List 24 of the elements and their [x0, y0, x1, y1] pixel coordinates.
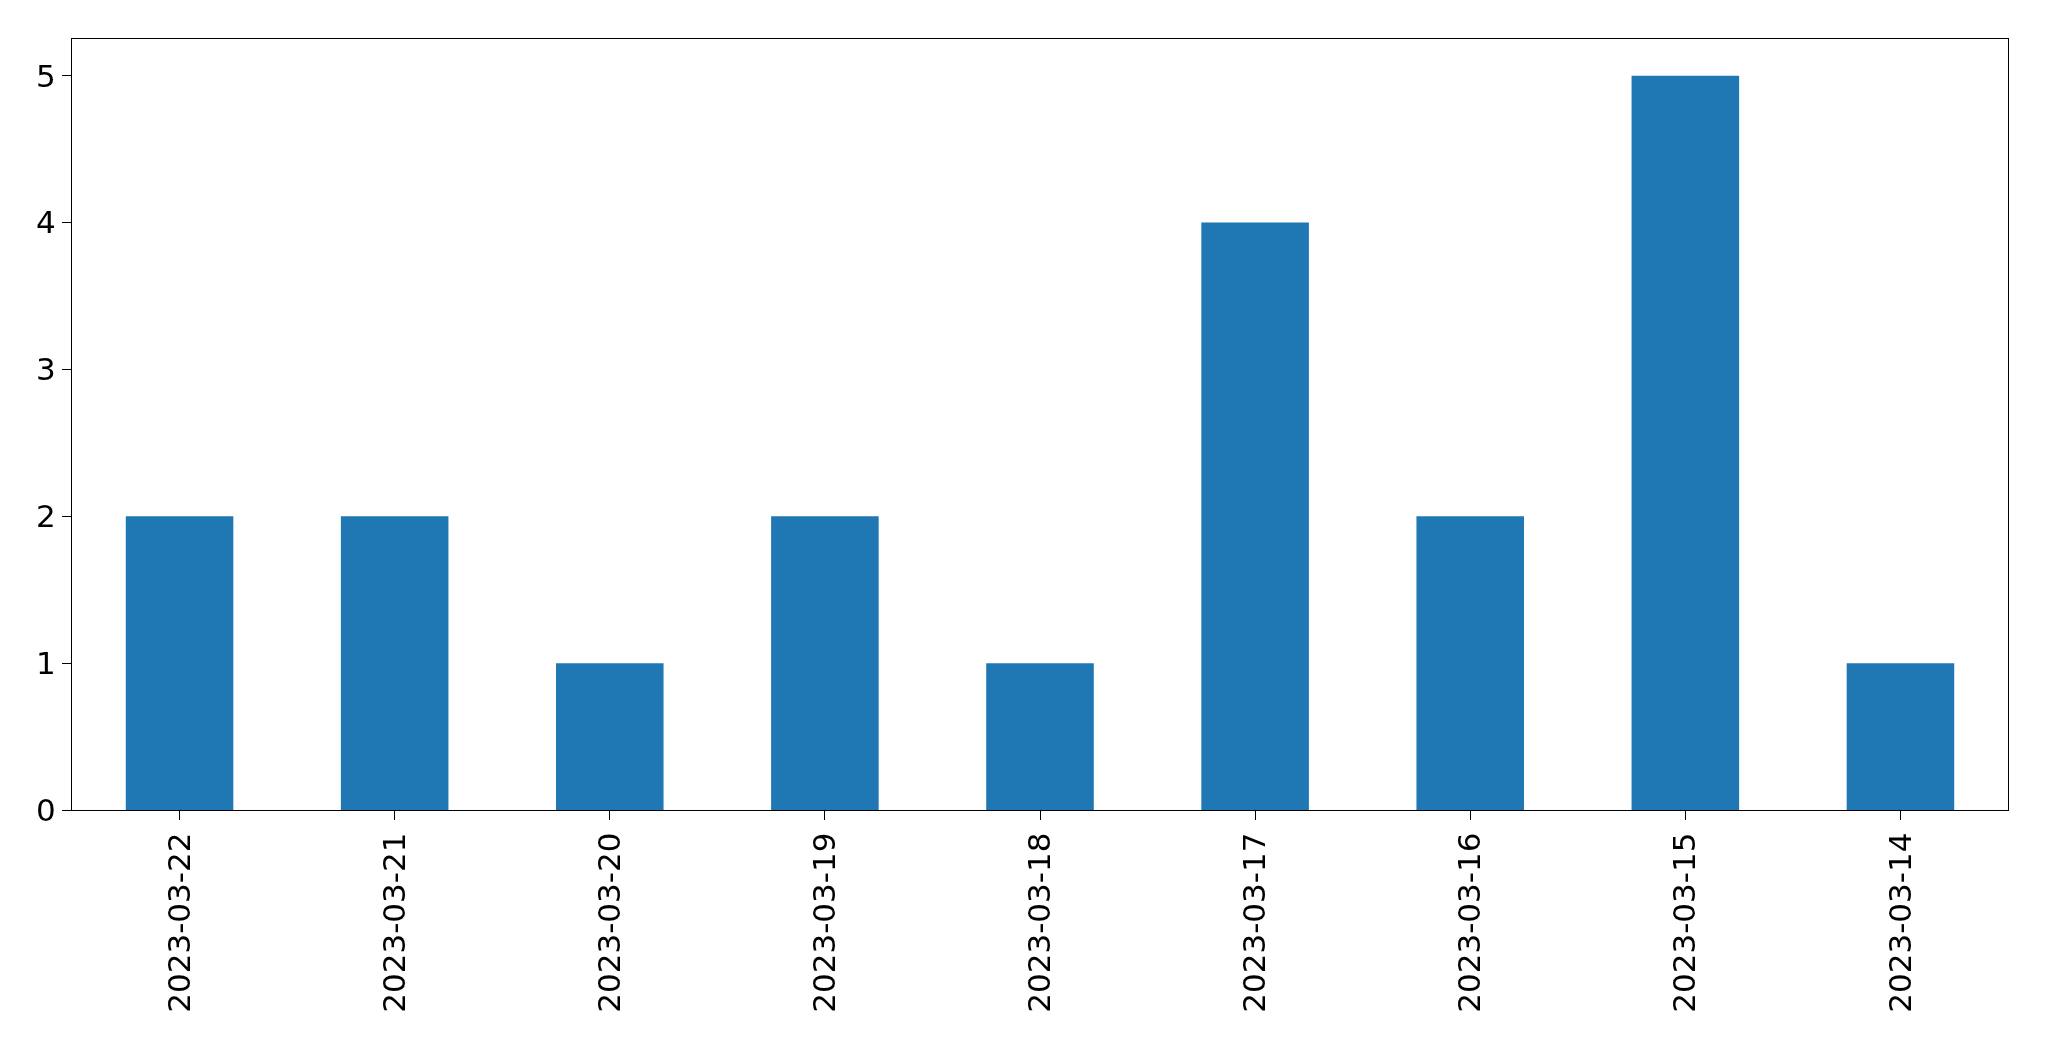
- x-tick-label: 2023-03-19: [805, 832, 842, 1013]
- x-tick-label: 2023-03-17: [1236, 832, 1273, 1013]
- y-tick-label: 4: [35, 204, 56, 241]
- bar: [1201, 222, 1309, 810]
- bar: [340, 516, 449, 810]
- bar: [986, 663, 1094, 810]
- y-tick-label: 1: [35, 644, 56, 681]
- x-tick-label: 2023-03-18: [1021, 832, 1058, 1013]
- x-tick-label: 2023-03-16: [1451, 832, 1488, 1013]
- bar: [771, 516, 879, 810]
- bar: [1631, 75, 1740, 810]
- bar: [125, 516, 234, 810]
- bar: [1416, 516, 1524, 810]
- y-tick-label: 5: [35, 57, 56, 94]
- x-tick-label: 2023-03-20: [590, 832, 627, 1013]
- bar: [1846, 663, 1955, 810]
- x-tick-label: 2023-03-22: [160, 832, 197, 1013]
- x-tick-label: 2023-03-14: [1881, 832, 1918, 1013]
- y-tick-label: 2: [35, 498, 56, 535]
- x-tick-label: 2023-03-21: [375, 832, 412, 1013]
- y-tick-label: 3: [35, 351, 56, 388]
- bar: [556, 663, 664, 810]
- x-tick-label: 2023-03-15: [1666, 832, 1703, 1013]
- y-tick-label: 0: [35, 791, 56, 828]
